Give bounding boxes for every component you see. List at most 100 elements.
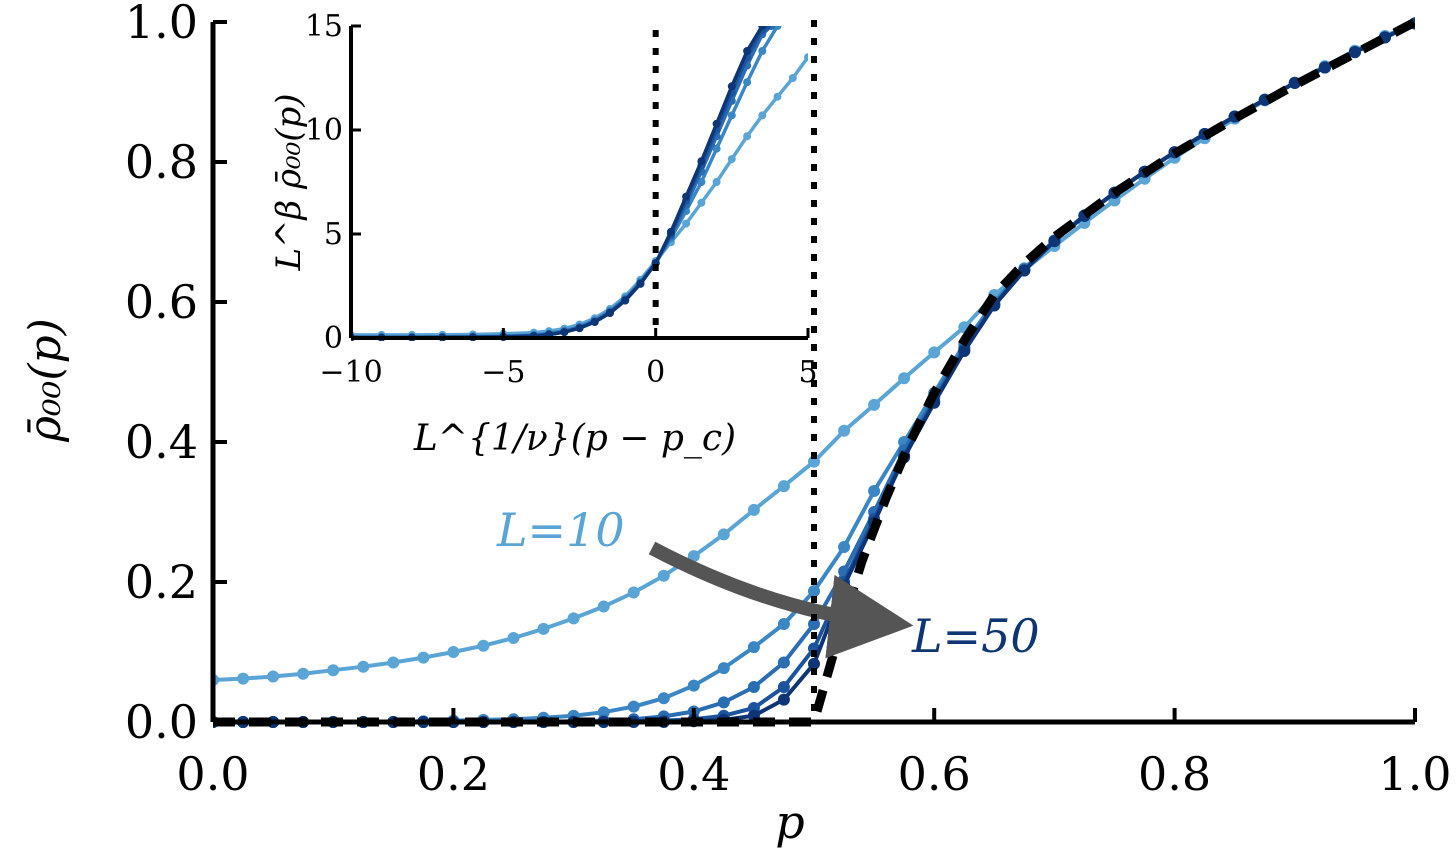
main-x-tick-label: 0.6 bbox=[898, 747, 971, 801]
main-limit-dashed-line bbox=[213, 18, 1415, 727]
inset-axes bbox=[349, 26, 808, 340]
main-point-L10 bbox=[868, 398, 881, 411]
inset-point-L10 bbox=[712, 178, 721, 186]
main-point-L30 bbox=[717, 696, 730, 709]
main-y-tick-label: 0.4 bbox=[125, 415, 198, 469]
main-point-L20 bbox=[838, 541, 851, 553]
inset-y-ticks: 0 5 10 15 bbox=[305, 9, 361, 356]
main-point-L10 bbox=[267, 670, 280, 683]
main-point-L10 bbox=[627, 586, 640, 599]
main-point-L10 bbox=[928, 346, 941, 359]
inset-y-axis-label: L^β ρ̄₀₀(p) bbox=[269, 93, 309, 271]
size-increase-arrow bbox=[648, 541, 914, 659]
inset-plot: −10 −5 0 5 0 5 10 15 L^{1/ν}(p − p_c) L^β ρ̄₀₀… bbox=[269, 9, 825, 459]
label-l10: L=10 bbox=[496, 503, 625, 557]
main-point-L10 bbox=[838, 424, 851, 437]
inset-y-tick-label: 15 bbox=[305, 9, 343, 44]
inset-point-L20 bbox=[743, 78, 752, 87]
main-point-L30 bbox=[747, 681, 760, 693]
main-point-L10 bbox=[447, 646, 460, 658]
main-x-tick-label: 0.0 bbox=[176, 747, 249, 801]
inset-point-L50 bbox=[636, 279, 645, 288]
main-y-tick-label: 0.2 bbox=[125, 555, 198, 609]
main-point-L20 bbox=[777, 618, 790, 630]
main-point-L10 bbox=[657, 569, 670, 582]
inset-point-L20 bbox=[712, 144, 721, 153]
main-point-L10 bbox=[237, 672, 250, 685]
inset-x-axis-label: L^{1/ν}(p − p_c) bbox=[413, 418, 736, 459]
main-y-tick-label: 1.0 bbox=[125, 0, 198, 49]
inset-point-L50 bbox=[621, 296, 630, 305]
main-point-L10 bbox=[597, 600, 610, 613]
main-point-L50 bbox=[838, 579, 851, 592]
inset-point-L10 bbox=[758, 111, 767, 120]
main-point-L10 bbox=[537, 622, 550, 635]
main-point-L20 bbox=[687, 679, 700, 692]
main-point-L10 bbox=[747, 503, 760, 516]
inset-point-L10 bbox=[743, 132, 752, 141]
inset-y-tick-label: 0 bbox=[324, 321, 343, 356]
inset-point-L10 bbox=[682, 219, 691, 228]
main-point-L10 bbox=[357, 660, 370, 673]
main-y-tick-label: 0.6 bbox=[125, 275, 198, 329]
main-axes bbox=[210, 22, 1415, 725]
main-x-axis-label: p bbox=[775, 795, 804, 849]
main-point-L10 bbox=[898, 372, 911, 385]
main-point-L50 bbox=[1348, 46, 1361, 59]
inset-y-tick-label: 10 bbox=[305, 113, 343, 148]
main-point-L30 bbox=[777, 656, 790, 669]
label-l50: L=50 bbox=[911, 609, 1040, 663]
main-point-L20 bbox=[717, 662, 730, 675]
main-point-L50 bbox=[958, 345, 971, 357]
inset-point-L50 bbox=[697, 157, 706, 166]
main-y-tick-label: 0.8 bbox=[125, 135, 198, 189]
main-point-L10 bbox=[297, 667, 310, 680]
inset-x-tick-label: 0 bbox=[646, 355, 665, 390]
inset-x-ticks: −10 −5 0 5 bbox=[319, 328, 818, 390]
main-x-tick-label: 0.2 bbox=[417, 747, 490, 801]
main-limit-curve bbox=[213, 18, 1415, 727]
inset-point-L10 bbox=[788, 74, 797, 82]
main-x-tick-label: 0.8 bbox=[1138, 747, 1211, 801]
inset-point-L10 bbox=[697, 198, 706, 207]
inset-point-L50 bbox=[590, 318, 599, 326]
main-y-tick-label: 0.0 bbox=[125, 695, 198, 749]
inset-point-L50 bbox=[758, 26, 767, 30]
inset-point-L50 bbox=[682, 192, 691, 201]
inset-point-L50 bbox=[560, 328, 569, 337]
inset-point-L10 bbox=[773, 92, 782, 101]
main-point-L10 bbox=[567, 612, 580, 625]
inset-point-L10 bbox=[727, 155, 736, 164]
main-point-L50 bbox=[1018, 264, 1031, 277]
main-point-L10 bbox=[387, 656, 400, 669]
main-y-axis-label: ρ̄₀₀(p) bbox=[20, 318, 71, 443]
inset-point-L20 bbox=[758, 47, 767, 55]
main-x-tick-label: 0.4 bbox=[657, 747, 730, 801]
inset-x-tick-label: −10 bbox=[319, 355, 382, 390]
inset-point-L50 bbox=[743, 47, 752, 55]
inset-point-L20 bbox=[773, 26, 782, 30]
inset-point-L50 bbox=[666, 227, 675, 236]
main-point-L20 bbox=[868, 485, 881, 497]
main-point-L20 bbox=[747, 641, 760, 654]
main-point-L10 bbox=[507, 632, 520, 644]
main-point-L10 bbox=[717, 528, 730, 541]
main-point-L10 bbox=[687, 550, 700, 563]
main-point-L20 bbox=[808, 585, 820, 598]
main-point-L50 bbox=[808, 657, 820, 670]
main-point-L10 bbox=[777, 480, 790, 493]
inset-point-L50 bbox=[606, 309, 614, 317]
inset-point-L50 bbox=[727, 82, 736, 91]
inset-point-L20 bbox=[727, 111, 736, 120]
main-point-L50 bbox=[1318, 61, 1331, 74]
main-x-tick-label: 1.0 bbox=[1378, 747, 1451, 801]
main-point-L20 bbox=[597, 706, 610, 719]
inset-point-L50 bbox=[575, 324, 584, 333]
main-y-ticks: 0.0 0.2 0.4 0.6 0.8 1.0 bbox=[125, 0, 227, 749]
inset-x-tick-label: −5 bbox=[481, 355, 525, 390]
main-point-L10 bbox=[477, 639, 490, 652]
main-point-L10 bbox=[327, 664, 340, 677]
main-point-L40 bbox=[777, 681, 790, 693]
